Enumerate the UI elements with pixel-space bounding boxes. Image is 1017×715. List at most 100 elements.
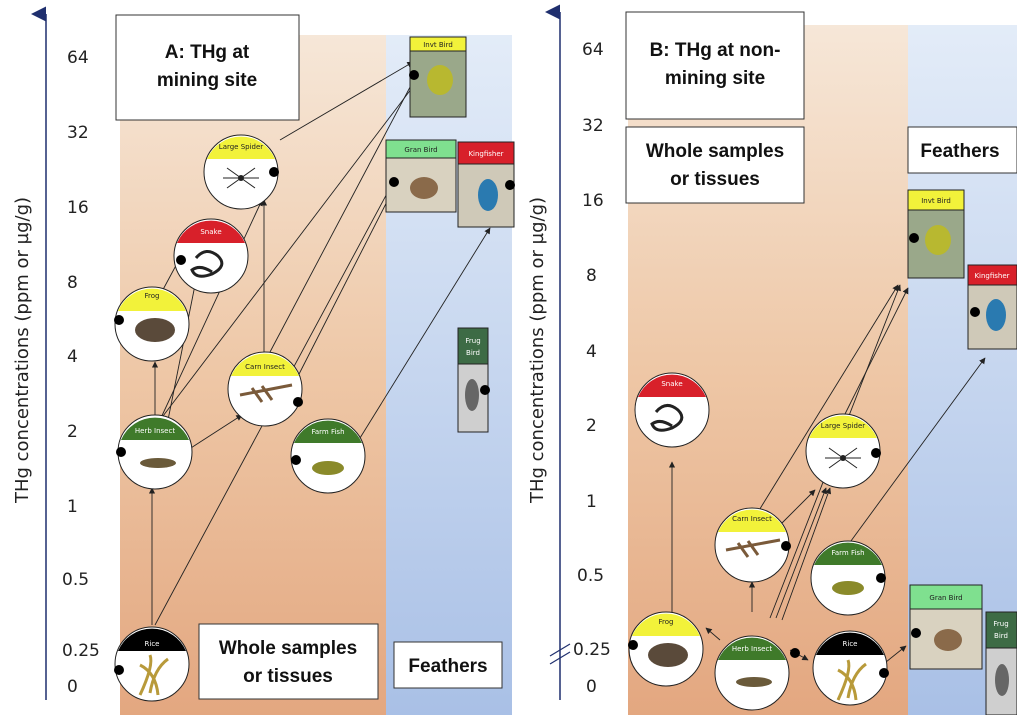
node-label: Snake <box>661 380 682 388</box>
node-label: Bird <box>994 632 1008 640</box>
tick-label: 0.25 <box>62 641 100 661</box>
node-kingfisher: Kingfisher <box>967 264 1017 350</box>
panel-b-title-line1: B: THg at non- <box>650 40 781 61</box>
panel-a-whole-line1: Whole samples <box>219 638 357 659</box>
tick-label: 2 <box>67 422 78 442</box>
kingfisher-icon <box>478 179 498 211</box>
node-large-spider: Large Spider <box>805 413 881 489</box>
node-label: Kingfisher <box>468 150 503 158</box>
node-snake: Snake <box>173 218 249 294</box>
node-label: Large Spider <box>821 422 866 430</box>
tick-label: 0 <box>67 677 78 697</box>
node-herb-insect: Herb Insect <box>116 414 193 490</box>
snake-icon <box>650 404 684 432</box>
node-label: Herb Insect <box>135 427 175 435</box>
tick-label: 2 <box>586 416 597 436</box>
axis-break <box>549 643 571 657</box>
tick-label: 64 <box>67 48 89 68</box>
sparrow-icon <box>934 629 962 651</box>
bird-icon <box>427 65 453 95</box>
tick-label: 4 <box>67 347 78 367</box>
node-herb-insect: Herb Insect <box>714 635 800 711</box>
node-label: Kingfisher <box>974 272 1009 280</box>
tick-label: 32 <box>582 116 604 136</box>
panel-b-whole-box <box>625 126 805 204</box>
node-farm-fish: Farm Fish <box>290 418 366 494</box>
tick-label: 1 <box>67 497 78 517</box>
node-label: Invt Bird <box>921 197 951 205</box>
node-label: Frug <box>993 620 1008 628</box>
y-axis-label: THg concentrations (ppm or µg/g) <box>527 197 548 504</box>
bird-icon <box>465 379 479 411</box>
node-label: Carn Insect <box>245 363 285 371</box>
y-ticks: 64 32 16 8 4 2 1 0.5 0.25 0 <box>62 48 100 697</box>
node-label: Farm Fish <box>831 549 864 557</box>
frog-icon <box>135 318 175 342</box>
node-invt-bird: Invt Bird <box>409 36 467 118</box>
node-frug-bird: Frug Bird <box>457 327 490 433</box>
panel-a-title-line1: A: THg at <box>165 42 250 63</box>
node-label: Herb Insect <box>732 645 772 653</box>
node-label: Large Spider <box>219 143 264 151</box>
tick-label: 32 <box>67 123 89 143</box>
tick-label: 0.5 <box>577 566 604 586</box>
node-kingfisher: Kingfisher <box>457 141 515 228</box>
insect-icon <box>140 458 176 468</box>
dragonfly-icon <box>239 383 293 403</box>
sparrow-icon <box>410 177 438 199</box>
y-ticks: 64 32 16 8 4 2 1 0.5 0.25 0 <box>573 40 611 697</box>
y-axis-label: THg concentrations (ppm or µg/g) <box>12 197 33 504</box>
panel-b-feathers-label: Feathers <box>920 141 999 162</box>
panel-b-whole-line2: or tissues <box>670 169 760 190</box>
tick-label: 8 <box>67 273 78 293</box>
axis-break <box>549 651 571 665</box>
node-snake: Snake <box>634 372 710 448</box>
bird-icon <box>995 664 1009 696</box>
node-rice: Rice <box>812 630 889 706</box>
node-carn-insect: Carn Insect <box>227 351 303 427</box>
node-frog: Frog <box>114 286 190 362</box>
panel-b-whole-line1: Whole samples <box>646 141 784 162</box>
panel-a-whole-box <box>198 623 379 700</box>
node-label: Rice <box>843 640 858 648</box>
node-frug-bird: Frug Bird <box>985 611 1017 715</box>
fish-icon <box>832 581 864 595</box>
spider-icon <box>223 167 259 189</box>
node-label: Rice <box>145 640 160 648</box>
rice-icon <box>836 659 867 701</box>
node-label: Snake <box>200 228 221 236</box>
tick-label: 8 <box>586 266 597 286</box>
node-farm-fish: Farm Fish <box>810 540 886 616</box>
panel-b-feathers-box <box>907 126 1017 174</box>
node-rice: Rice <box>114 626 190 702</box>
insect-icon <box>736 677 772 687</box>
node-label: Frog <box>145 292 160 300</box>
tick-label: 16 <box>582 191 604 211</box>
panel-a-feathers-box <box>393 641 503 689</box>
node-label: Carn Insect <box>732 515 772 523</box>
rice-icon <box>138 654 169 696</box>
node-label: Invt Bird <box>423 41 453 49</box>
node-label: Gran Bird <box>404 146 437 154</box>
panel-b: THg concentrations (ppm or µg/g) 64 32 1… <box>527 4 1017 715</box>
node-label: Frog <box>659 618 674 626</box>
tick-label: 16 <box>67 198 89 218</box>
node-gran-bird: Gran Bird <box>909 584 983 670</box>
tick-label: 1 <box>586 492 597 512</box>
kingfisher-icon <box>986 299 1006 331</box>
panel-a-whole-line2: or tissues <box>243 666 333 687</box>
panel-a-title-box <box>115 14 300 121</box>
panel-a: THg concentrations (ppm or µg/g) 64 32 1… <box>12 6 515 715</box>
feathers-region <box>386 35 512 715</box>
node-label: Bird <box>466 349 480 357</box>
tick-label: 64 <box>582 40 604 60</box>
node-invt-bird: Invt Bird <box>907 189 965 279</box>
panel-a-title-line2: mining site <box>157 70 257 91</box>
node-carn-insect: Carn Insect <box>714 507 791 583</box>
panel-a-feathers-label: Feathers <box>408 656 487 677</box>
node-large-spider: Large Spider <box>203 134 279 210</box>
spider-icon <box>825 447 861 469</box>
tick-label: 0 <box>586 677 597 697</box>
panel-b-title-line2: mining site <box>665 68 765 89</box>
